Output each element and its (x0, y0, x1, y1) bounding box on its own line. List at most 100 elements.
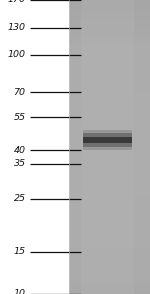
Bar (69, 220, 150, 222)
Bar (69, 186, 150, 188)
Bar (69, 38, 150, 40)
Bar (69, 113, 150, 115)
Bar (69, 41, 150, 43)
Bar (69, 58, 150, 60)
Bar (69, 192, 150, 194)
Bar (69, 263, 150, 265)
Bar (69, 268, 150, 270)
Bar (69, 44, 150, 46)
Bar (69, 126, 150, 128)
Text: 25: 25 (14, 194, 26, 203)
Text: 70: 70 (14, 88, 26, 96)
Bar (69, 108, 150, 110)
Bar (69, 138, 150, 140)
Bar (69, 63, 150, 65)
Bar (69, 254, 150, 256)
Text: 10: 10 (14, 290, 26, 294)
Bar (69, 243, 150, 245)
Bar (69, 179, 150, 181)
Bar (69, 91, 150, 93)
Bar (69, 176, 150, 178)
Bar (69, 245, 150, 247)
Bar (69, 249, 150, 251)
Bar (69, 110, 150, 112)
Bar (69, 96, 150, 98)
Bar (69, 236, 150, 238)
Bar (69, 136, 150, 138)
Bar (69, 55, 150, 57)
Bar (69, 232, 150, 234)
Bar (69, 198, 150, 200)
Bar (69, 214, 150, 216)
Bar (69, 102, 150, 104)
Bar (69, 171, 150, 173)
Bar (69, 242, 150, 244)
Text: 130: 130 (8, 23, 26, 32)
Bar (69, 93, 150, 96)
Bar (69, 143, 150, 146)
Bar (69, 33, 150, 35)
Bar (69, 166, 150, 168)
Bar (69, 92, 150, 94)
Bar (69, 118, 150, 121)
Bar (69, 139, 150, 141)
Bar (69, 248, 150, 250)
Bar (69, 32, 150, 34)
Bar (69, 16, 150, 18)
Bar (69, 283, 150, 285)
Bar (69, 213, 150, 215)
Bar (69, 99, 150, 101)
Bar (69, 157, 150, 159)
Bar (82, 133, 132, 140)
Bar (69, 0, 150, 294)
Text: 40: 40 (14, 146, 26, 155)
Bar (69, 132, 150, 134)
Bar (69, 148, 150, 150)
Bar (69, 23, 150, 25)
Bar (69, 223, 150, 225)
Bar (69, 104, 150, 106)
Bar (69, 282, 150, 284)
Bar (69, 17, 150, 19)
Bar (69, 205, 150, 207)
Bar (69, 257, 150, 259)
Bar (69, 54, 150, 56)
Bar (69, 224, 150, 226)
Bar (69, 146, 150, 148)
Bar (69, 42, 150, 44)
Bar (69, 183, 150, 185)
Bar (69, 276, 150, 278)
Bar (69, 270, 150, 272)
Bar (69, 160, 150, 162)
Bar (69, 292, 150, 294)
Bar (82, 137, 132, 143)
Text: 35: 35 (14, 159, 26, 168)
Bar (69, 120, 150, 122)
Bar (69, 95, 150, 97)
Bar (69, 1, 150, 3)
Bar (69, 274, 150, 276)
Bar (69, 170, 150, 172)
Bar (69, 49, 150, 51)
Bar (69, 161, 150, 163)
Bar (69, 216, 150, 218)
Bar (69, 227, 150, 229)
Bar (69, 211, 150, 213)
Bar (69, 202, 150, 204)
Bar (69, 251, 150, 253)
Bar (69, 74, 150, 76)
Bar (69, 121, 150, 123)
Bar (69, 86, 150, 88)
Bar (69, 191, 150, 193)
Bar (69, 71, 150, 74)
Bar (69, 177, 150, 179)
Bar (69, 151, 150, 153)
Bar (69, 167, 150, 169)
Bar (69, 164, 150, 166)
Bar (69, 258, 150, 260)
Bar (69, 238, 150, 240)
Bar (69, 98, 150, 100)
Bar (69, 221, 150, 223)
Bar (69, 20, 150, 22)
Bar (69, 273, 150, 275)
